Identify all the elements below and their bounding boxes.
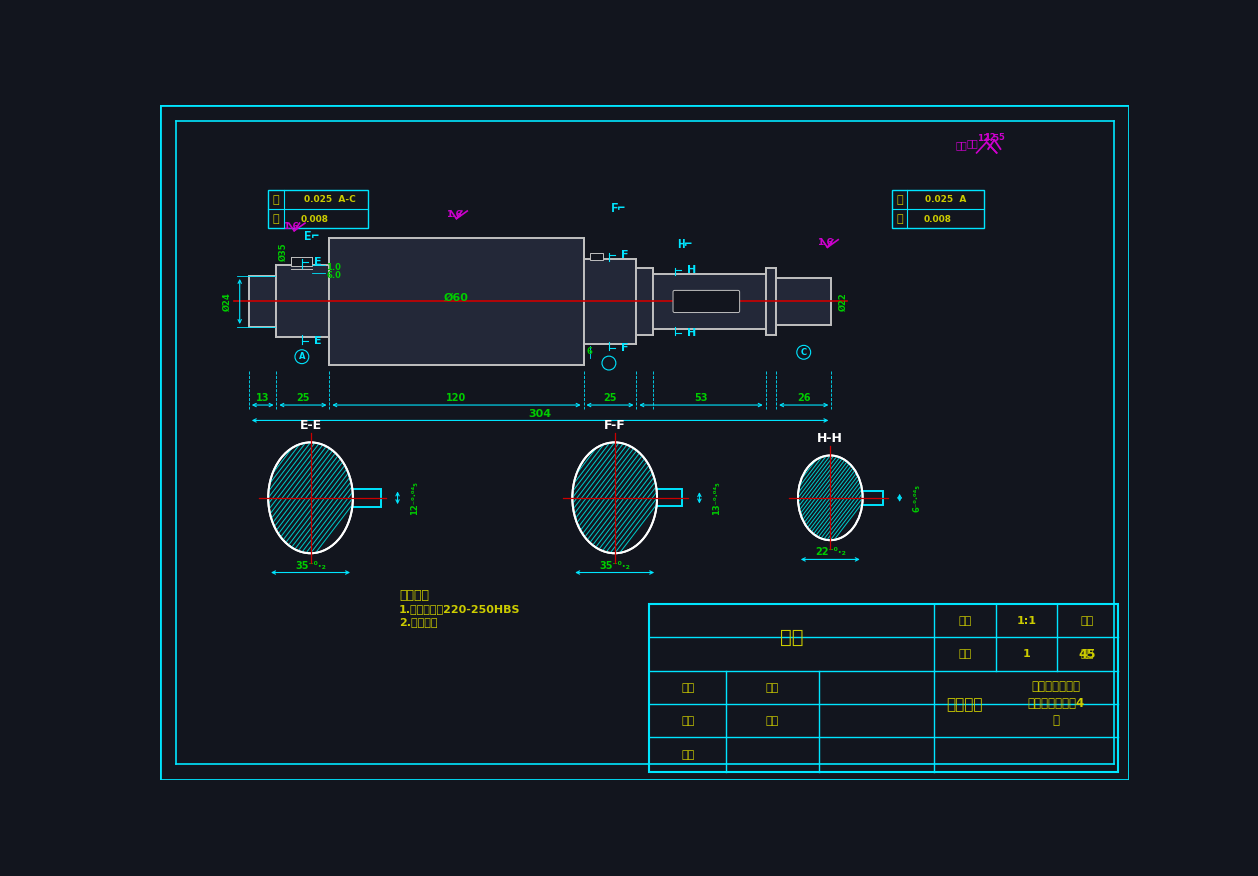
FancyBboxPatch shape [673, 291, 740, 313]
Text: H: H [687, 265, 696, 275]
Text: 比例: 比例 [959, 616, 971, 625]
Ellipse shape [798, 456, 863, 540]
Text: 王军: 王军 [766, 682, 779, 693]
Text: 王军: 王军 [766, 716, 779, 725]
Text: E: E [314, 257, 322, 266]
Text: E-E: E-E [299, 419, 322, 432]
Text: 其余: 其余 [967, 138, 979, 149]
Text: Ø24: Ø24 [223, 292, 231, 311]
Text: 304: 304 [528, 408, 552, 419]
Text: 设计: 设计 [682, 682, 694, 693]
Text: ⌒: ⌒ [896, 214, 903, 224]
Ellipse shape [572, 442, 657, 554]
Text: 材料: 材料 [1081, 649, 1094, 659]
Text: Ø60: Ø60 [444, 293, 469, 302]
Text: 6.0: 6.0 [326, 271, 341, 280]
Text: 1.0: 1.0 [326, 263, 341, 272]
Text: H⌐: H⌐ [677, 238, 692, 251]
Bar [649, 604, 1117, 772]
Bar [766, 267, 776, 336]
Bar [268, 190, 369, 229]
Text: 12.5: 12.5 [977, 134, 999, 143]
Text: F-F: F-F [604, 419, 625, 432]
Text: 毕业设计: 毕业设计 [946, 696, 982, 711]
Ellipse shape [268, 442, 353, 554]
Bar [653, 274, 766, 329]
Text: 1: 1 [1023, 649, 1030, 659]
Bar [351, 489, 381, 507]
Bar [776, 279, 832, 325]
Text: 湖南农业大学东: 湖南农业大学东 [1032, 680, 1081, 693]
Text: 6⁻⁰⋅⁰⁴₅: 6⁻⁰⋅⁰⁴₅ [912, 484, 921, 512]
Text: 0.025  A-C: 0.025 A-C [304, 195, 356, 204]
Text: 12.5: 12.5 [984, 133, 1005, 142]
Bar [584, 259, 637, 343]
Text: 26: 26 [798, 393, 810, 403]
Bar [277, 265, 330, 337]
Text: A: A [298, 352, 306, 361]
Text: F: F [621, 343, 629, 353]
Text: 方科技学院机制4: 方科技学院机制4 [1028, 697, 1084, 710]
Text: Ø35: Ø35 [278, 243, 287, 261]
Text: E⌐: E⌐ [304, 230, 320, 243]
Text: 13: 13 [255, 393, 269, 403]
Text: 班: 班 [1053, 714, 1059, 727]
Text: ⌒: ⌒ [273, 194, 279, 205]
Text: 12⁻⁰⋅⁰⁴₅: 12⁻⁰⋅⁰⁴₅ [410, 481, 419, 515]
Text: 绘图: 绘图 [682, 716, 694, 725]
Text: 图号: 图号 [1081, 616, 1094, 625]
Bar [892, 190, 984, 229]
Bar [249, 276, 277, 327]
Text: 25: 25 [604, 393, 616, 403]
Text: 0.025  A: 0.025 A [925, 195, 966, 204]
Text: E: E [314, 336, 322, 346]
Text: 25: 25 [296, 393, 309, 403]
Text: 审阅: 审阅 [682, 750, 694, 759]
Text: 120: 120 [447, 393, 467, 403]
Text: 1.6: 1.6 [445, 209, 462, 219]
Text: 其余: 其余 [955, 140, 967, 150]
Text: ⌒: ⌒ [896, 194, 903, 205]
Text: C: C [800, 348, 806, 357]
Text: 53: 53 [694, 393, 708, 403]
Text: 35⁻⁰⋅₂: 35⁻⁰⋅₂ [296, 561, 326, 570]
Bar [860, 491, 883, 505]
Bar [330, 238, 584, 365]
Text: 1:1: 1:1 [1016, 616, 1037, 625]
Bar [590, 253, 603, 260]
Text: 1.6: 1.6 [816, 238, 833, 247]
Text: 35⁻⁰⋅₂: 35⁻⁰⋅₂ [599, 561, 630, 570]
Text: 2.清除毛刺: 2.清除毛刺 [399, 617, 438, 627]
Text: Ø22: Ø22 [838, 292, 848, 311]
Text: H: H [687, 328, 696, 338]
Bar [655, 490, 682, 506]
Text: 45: 45 [1078, 647, 1096, 661]
Text: 1.热处理调质220-250HBS: 1.热处理调质220-250HBS [399, 604, 521, 614]
Text: F⌐: F⌐ [611, 202, 626, 215]
Text: 6: 6 [587, 347, 593, 356]
Text: 22⁻⁰⋅₂: 22⁻⁰⋅₂ [815, 548, 845, 557]
Text: 技术要求: 技术要求 [399, 589, 429, 602]
Text: 13⁻⁰⋅⁰⁴₅: 13⁻⁰⋅⁰⁴₅ [712, 481, 721, 515]
Text: 转轴: 转轴 [780, 628, 804, 647]
Bar [292, 257, 312, 266]
Text: ⌒: ⌒ [273, 214, 279, 224]
Text: 数量: 数量 [959, 649, 971, 659]
Text: 1.6: 1.6 [283, 222, 299, 230]
Text: 0.008: 0.008 [925, 215, 952, 223]
Text: 0.008: 0.008 [301, 215, 328, 223]
Bar [637, 267, 653, 336]
Text: F: F [621, 251, 629, 260]
Text: H-H: H-H [818, 432, 843, 445]
